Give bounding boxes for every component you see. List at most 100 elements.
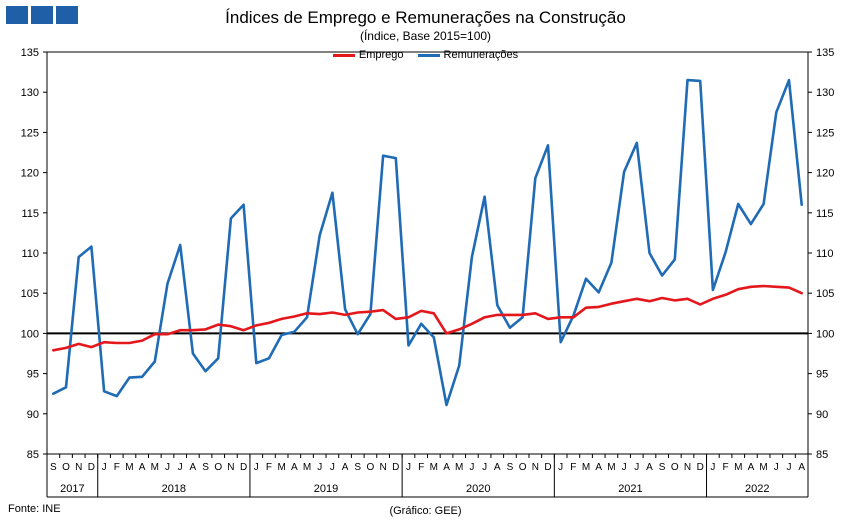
month-label: M (759, 462, 767, 473)
month-label: S (659, 462, 666, 473)
month-label: S (202, 462, 209, 473)
logo-block (56, 6, 78, 24)
y-tick-label-left: 115 (21, 208, 39, 220)
month-label: J (774, 462, 779, 473)
year-label: 2020 (466, 483, 490, 495)
year-label: 2019 (314, 483, 338, 495)
y-tick-label-left: 130 (21, 87, 39, 99)
year-label: 2018 (162, 483, 186, 495)
year-label: 2017 (60, 483, 84, 495)
month-label: J (178, 462, 183, 473)
month-label: M (455, 462, 463, 473)
month-label: A (190, 462, 197, 473)
y-tick-label-left: 110 (21, 248, 39, 260)
month-label: A (798, 462, 805, 473)
y-tick-label-left: 100 (21, 328, 39, 340)
month-label: D (544, 462, 551, 473)
month-label: A (646, 462, 653, 473)
month-label: F (723, 462, 729, 473)
month-label: F (570, 462, 576, 473)
y-tick-label-right: 105 (816, 288, 834, 300)
month-label: D (697, 462, 704, 473)
month-label: M (277, 462, 285, 473)
month-label: J (469, 462, 474, 473)
month-label: N (532, 462, 539, 473)
month-label: M (734, 462, 742, 473)
legend-swatch-remuneracoes (417, 53, 440, 57)
plot-frame (46, 51, 809, 455)
y-tick-label-left: 95 (27, 369, 39, 381)
month-label: A (139, 462, 146, 473)
month-label: F (266, 462, 272, 473)
month-label: J (317, 462, 322, 473)
y-tick-label-right: 125 (816, 127, 834, 139)
chart-subtitle: (Índice, Base 2015=100) (359, 29, 492, 43)
y-tick-label-right: 100 (816, 328, 834, 340)
month-label: M (582, 462, 590, 473)
month-label: A (342, 462, 349, 473)
series-line-emprego (51, 284, 804, 352)
month-label: J (482, 462, 487, 473)
month-label: A (595, 462, 602, 473)
month-label: D (392, 462, 399, 473)
month-label: J (634, 462, 639, 473)
month-label: S (354, 462, 361, 473)
month-label: O (519, 462, 527, 473)
month-label: S (507, 462, 514, 473)
month-label: J (622, 462, 627, 473)
y-tick-label-left: 90 (27, 409, 39, 421)
month-label: N (227, 462, 234, 473)
month-label: M (607, 462, 615, 473)
month-label: O (62, 462, 70, 473)
month-label: J (406, 462, 411, 473)
y-tick-label-left: 105 (21, 288, 39, 300)
month-label: N (684, 462, 691, 473)
month-label: J (102, 462, 107, 473)
credit-note: (Gráfico: GEE) (389, 505, 462, 517)
year-label: 2021 (618, 483, 642, 495)
month-label: O (214, 462, 222, 473)
y-tick-label-right: 120 (816, 168, 834, 180)
logo-block (6, 6, 28, 24)
y-tick-label-left: 120 (21, 168, 39, 180)
y-tick-label-right: 110 (816, 248, 834, 260)
month-label: D (88, 462, 95, 473)
month-label: F (418, 462, 424, 473)
chart-title: Índices de Emprego e Remunerações na Con… (225, 8, 626, 27)
month-label: J (710, 462, 715, 473)
month-label: D (240, 462, 247, 473)
month-label: J (330, 462, 335, 473)
legend-swatch-emprego (332, 53, 355, 57)
gee-logo (6, 6, 78, 24)
month-label: M (151, 462, 159, 473)
year-label: 2022 (745, 483, 769, 495)
month-label: J (786, 462, 791, 473)
y-tick-label-right: 130 (816, 87, 834, 99)
series-line-remuneracoes (51, 78, 804, 407)
y-tick-label-left: 85 (27, 449, 39, 461)
y-tick-label-right: 135 (816, 47, 834, 59)
y-tick-label-left: 135 (21, 47, 39, 59)
month-label: O (671, 462, 679, 473)
month-label: A (494, 462, 501, 473)
source-note: Fonte: INE (8, 503, 61, 515)
month-label: A (443, 462, 450, 473)
month-label: J (254, 462, 259, 473)
month-label: O (367, 462, 375, 473)
month-label: A (748, 462, 755, 473)
month-label: M (430, 462, 438, 473)
y-tick-label-right: 95 (816, 369, 828, 381)
month-label: M (125, 462, 133, 473)
month-label: J (558, 462, 563, 473)
month-label: A (291, 462, 298, 473)
y-tick-label-right: 85 (816, 449, 828, 461)
month-label: N (75, 462, 82, 473)
month-label: J (165, 462, 170, 473)
y-tick-label-right: 90 (816, 409, 828, 421)
y-tick-label-left: 125 (21, 127, 39, 139)
month-label: M (303, 462, 311, 473)
month-label: F (114, 462, 120, 473)
logo-block (31, 6, 53, 24)
y-tick-label-right: 115 (816, 208, 834, 220)
